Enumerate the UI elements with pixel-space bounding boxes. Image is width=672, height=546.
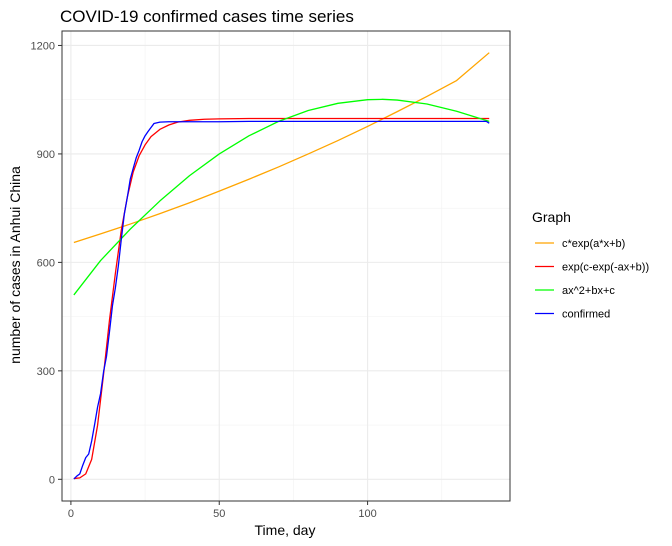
y-tick-label: 600 (37, 257, 55, 269)
x-tick-label: 0 (68, 508, 74, 520)
series-line-3 (73, 120, 490, 480)
x-tick-label: 50 (213, 508, 225, 520)
series-layer (73, 52, 490, 480)
x-axis-title: Time, day (255, 522, 316, 538)
y-tick-label: 300 (37, 366, 55, 378)
legend-label-1: exp(c-exp(-ax+b)) (562, 262, 649, 274)
y-axis-title: number of cases in Anhui China (7, 166, 23, 364)
y-axis: 0 300 600 900 1200 (31, 40, 62, 486)
x-axis: 0 50 100 (68, 501, 377, 520)
y-tick-label: 900 (37, 149, 55, 161)
series-line-1 (73, 117, 490, 480)
y-tick-label: 0 (49, 474, 55, 486)
plot-border (61, 30, 511, 502)
series-line-2 (73, 98, 490, 296)
x-tick-label: 100 (358, 508, 376, 520)
grid-minor (62, 31, 510, 501)
chart-title: COVID-19 confirmed cases time series (60, 7, 354, 26)
plot-area (62, 31, 510, 501)
legend: Graph c*exp(a*x+b) exp(c-exp(-ax+b)) ax^2+… (532, 209, 649, 321)
legend-label-0: c*exp(a*x+b) (562, 238, 625, 250)
legend-label-3: confirmed (562, 309, 610, 321)
grid-major (62, 31, 510, 501)
y-tick-label: 1200 (31, 40, 55, 52)
legend-title: Graph (532, 209, 571, 225)
legend-label-2: ax^2+bx+c (562, 285, 615, 297)
